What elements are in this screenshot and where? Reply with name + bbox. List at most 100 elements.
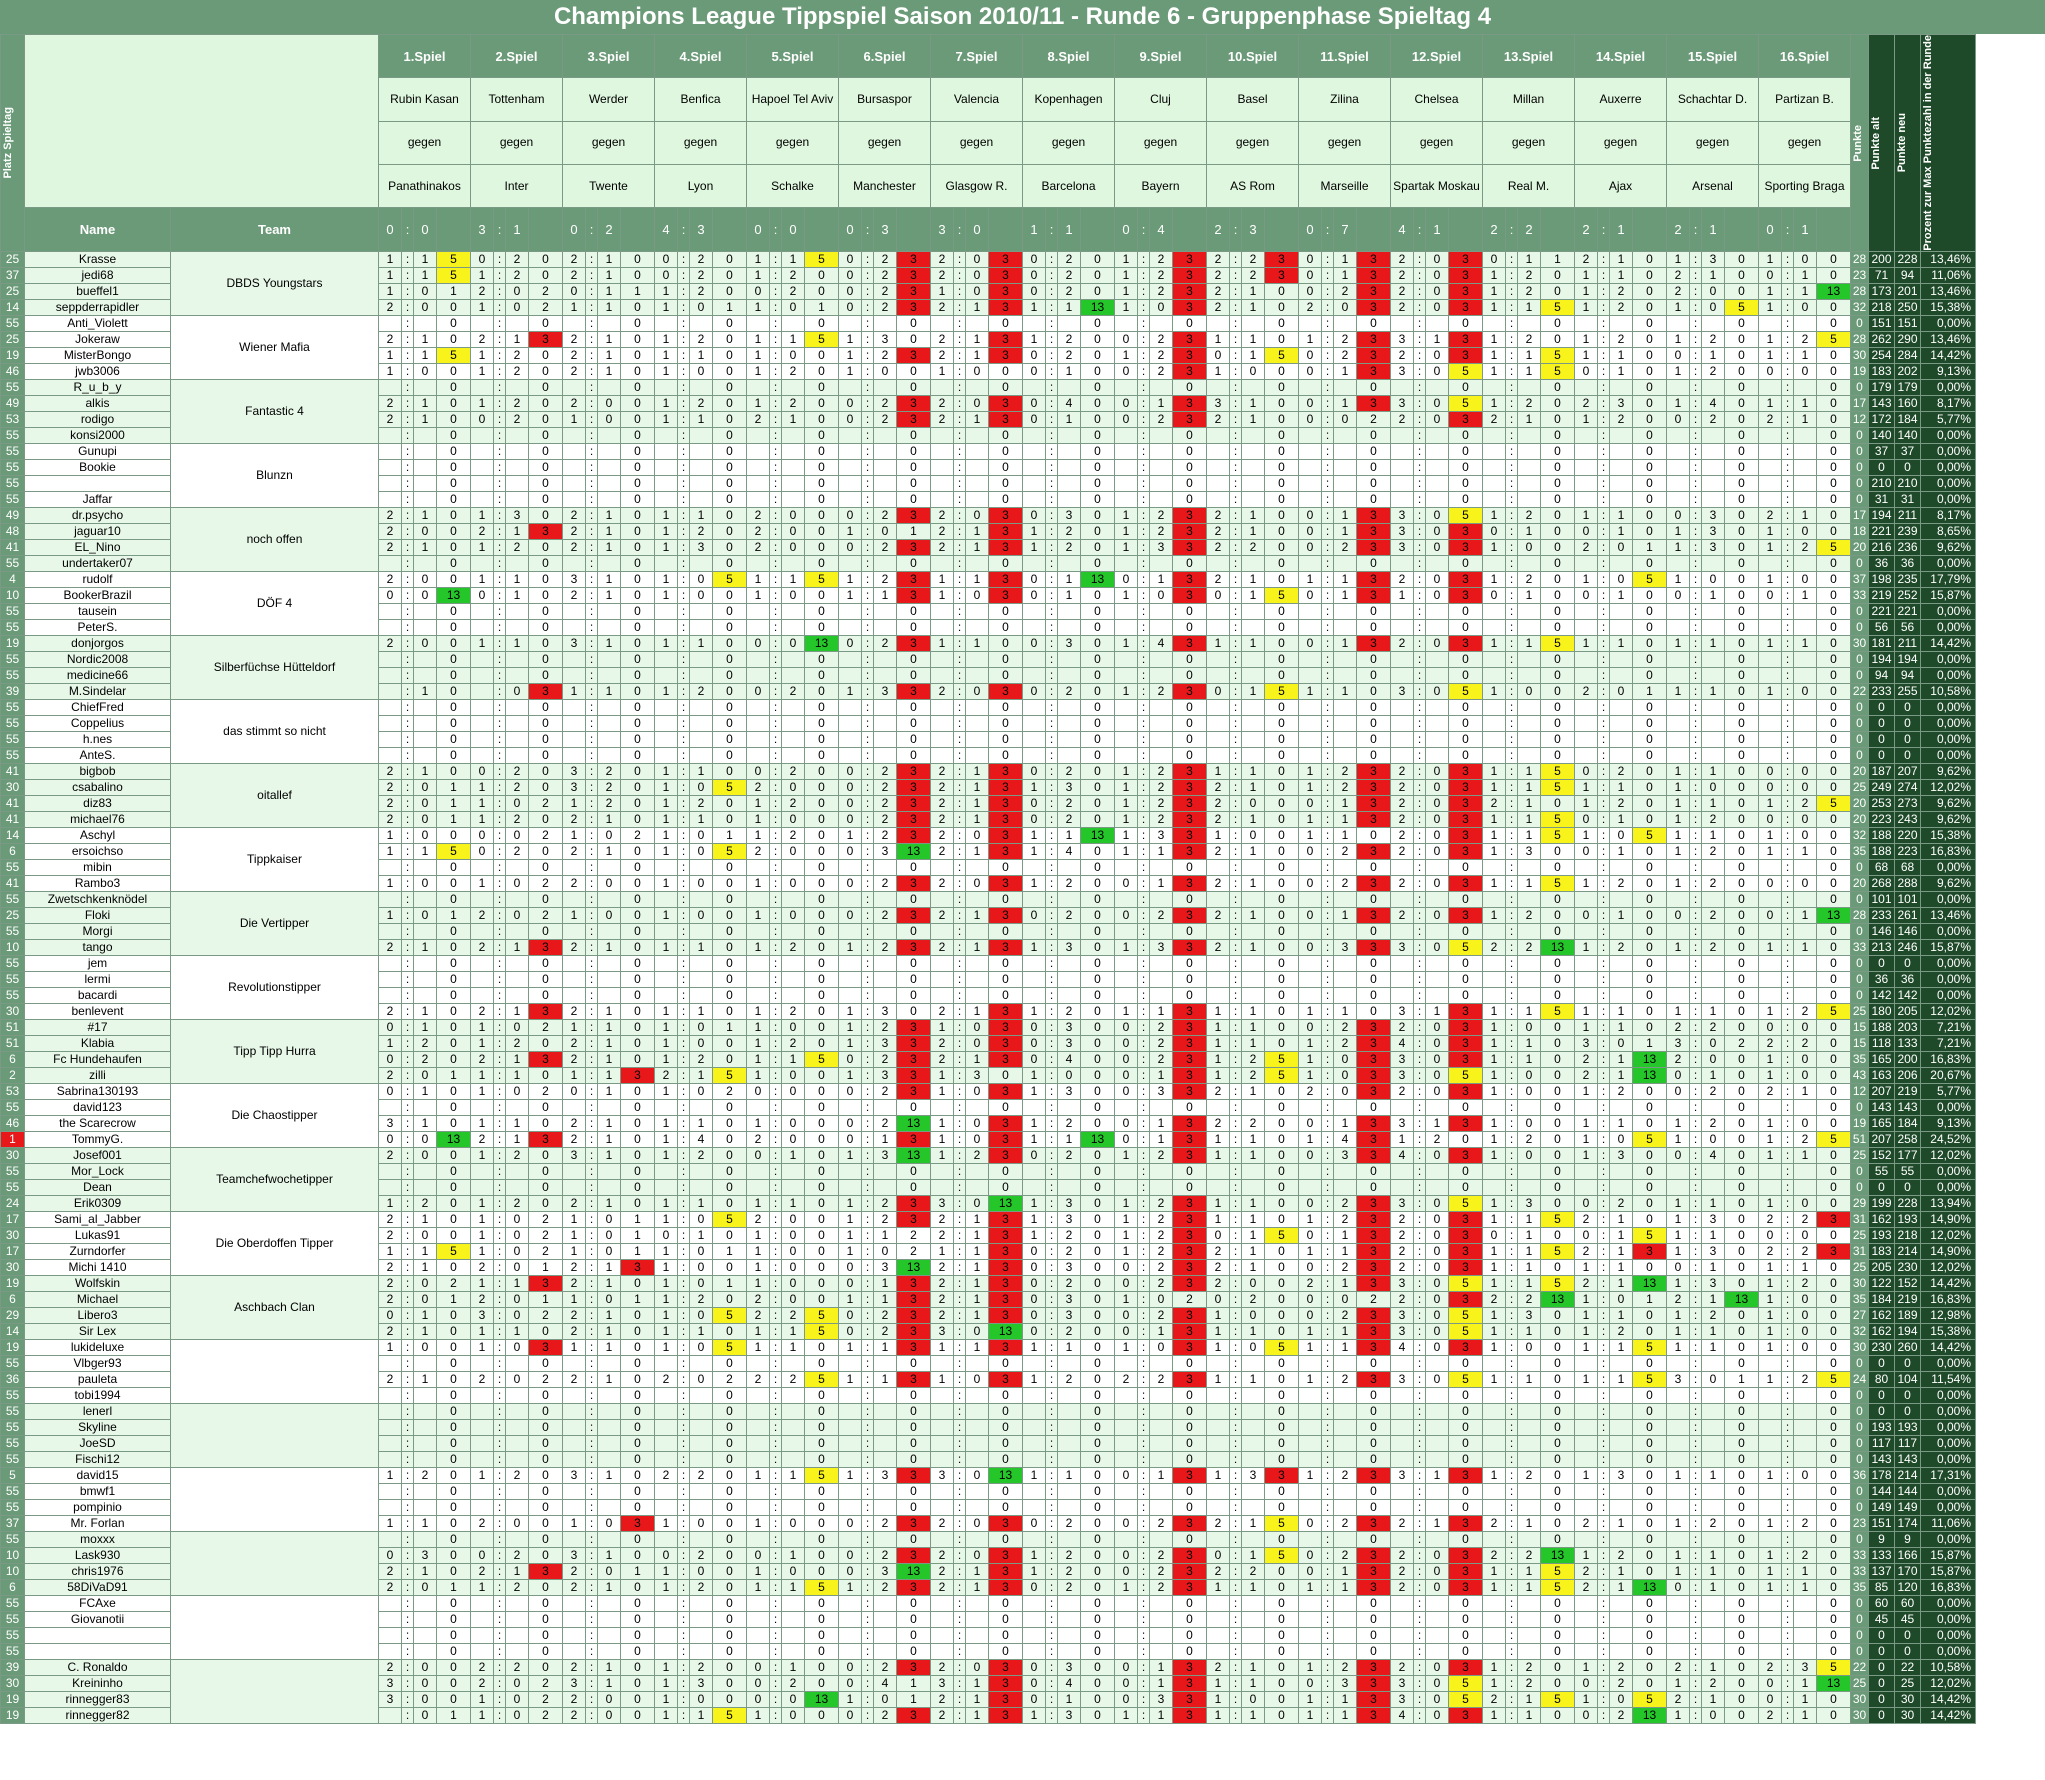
points-old-cell: 146: [1868, 922, 1895, 940]
tip-score: 0: [1425, 1226, 1449, 1244]
tip-score: 0: [689, 586, 713, 604]
tip-score: :: [953, 1226, 966, 1244]
tip-score: [654, 458, 678, 476]
tip-score: [1298, 986, 1322, 1004]
tip-points: 0: [1264, 330, 1299, 348]
tip-score: 2: [1241, 538, 1265, 556]
tip-score: 1: [1114, 810, 1138, 828]
tip-score: 0: [746, 1082, 770, 1100]
tip-score: 1: [1517, 346, 1541, 364]
tip-score: [746, 378, 770, 396]
tip-score: :: [769, 250, 782, 268]
tip-score: 1: [1482, 1114, 1506, 1132]
tip-score: [413, 890, 437, 908]
tip-score: 2: [1057, 1114, 1081, 1132]
tip-score: [930, 922, 954, 940]
tip-score: 2: [689, 330, 713, 348]
tip-points: 3: [1448, 298, 1483, 316]
tip-score: 1: [470, 266, 494, 284]
tip-score: 1: [1482, 1146, 1506, 1164]
table-row: 25 Jokeraw 2:1 0 2:1 3 2:1 0 1:2 0 1:1 5 1:3 0 2:1 3 1:2…: [0, 330, 1976, 348]
player-name: undertaker07: [24, 554, 171, 572]
tip-score: [873, 426, 897, 444]
tip-score: 1: [781, 330, 805, 348]
tip-points: 0: [1540, 858, 1575, 876]
tip-score: :: [1321, 1210, 1334, 1228]
tip-score: 1: [1482, 1322, 1506, 1340]
table-row: 14 Aschyl Tippkaiser 1:0 0 0:0 2 1:0 2 1:0 1 1:2 0 1:…: [0, 826, 1976, 892]
tip-score: 1: [1574, 1322, 1598, 1340]
game-result: 1: [1793, 207, 1817, 252]
tip-score: :: [769, 1258, 782, 1276]
points-old-cell: 55: [1868, 1162, 1895, 1180]
tip-score: [1057, 474, 1081, 492]
table-row: 6 ersoichso 1:1 5 0:2 0 2:1 0 1:0 5 2:0 0 0:3 13 2:1 3 1…: [0, 842, 1976, 860]
tip-score: :: [1413, 266, 1426, 284]
tip-score: [1149, 314, 1173, 332]
points-cell: 0: [1850, 314, 1869, 332]
tip-points: 0: [1264, 1178, 1299, 1196]
tip-score: 1: [1333, 362, 1357, 380]
tip-score: 0: [413, 1226, 437, 1244]
player-name: Mor_Lock: [24, 1162, 171, 1180]
player-name: h.nes: [24, 730, 171, 748]
tip-score: 1: [746, 250, 770, 268]
points-cell: 18: [1850, 522, 1869, 540]
tip-score: 1: [378, 842, 402, 860]
points-cell: 0: [1850, 1162, 1869, 1180]
game-home: Millan: [1482, 77, 1575, 122]
tip-points: 0: [1632, 858, 1667, 876]
tip-points: 0: [712, 1194, 747, 1212]
tip-points: 0: [1632, 426, 1667, 444]
tip-points: 0: [712, 730, 747, 748]
tip-points: 0: [1632, 778, 1667, 796]
tip-points: 0: [1632, 522, 1667, 540]
tip-points: 3: [1172, 1210, 1207, 1228]
points-cell: 25: [1850, 1226, 1869, 1244]
tip-score: :: [585, 394, 598, 412]
tip-score: [597, 858, 621, 876]
tip-points: 0: [1724, 1194, 1759, 1212]
tip-score: [1574, 1162, 1598, 1180]
tip-score: :: [1321, 458, 1334, 476]
tip-score: [930, 858, 954, 876]
tip-score: 0: [597, 410, 621, 428]
tip-points: 0: [1816, 1290, 1851, 1308]
tip-score: :: [1597, 842, 1610, 860]
tip-score: [1333, 954, 1357, 972]
tip-score: 0: [1793, 570, 1817, 588]
tip-points: 0: [1540, 1018, 1575, 1036]
tip-points: 0: [1448, 746, 1483, 764]
tip-score: [1701, 378, 1725, 396]
tip-score: :: [585, 682, 598, 700]
tip-score: :: [1229, 346, 1242, 364]
tip-score: [1298, 954, 1322, 972]
tip-score: [1149, 650, 1173, 668]
tip-score: 0: [746, 282, 770, 300]
tip-score: [1149, 970, 1173, 988]
tip-score: :: [1137, 650, 1150, 668]
tip-points: 2: [1172, 1290, 1207, 1308]
tip-score: [1149, 618, 1173, 636]
tip-score: [654, 858, 678, 876]
tip-score: [505, 890, 529, 908]
tip-score: :: [861, 1162, 874, 1180]
tip-score: 1: [746, 1258, 770, 1276]
tip-score: 2: [562, 1306, 586, 1324]
tip-score: [1333, 1098, 1357, 1116]
tip-score: :: [1321, 554, 1334, 572]
tip-score: :: [1137, 426, 1150, 444]
tip-points: 0: [896, 378, 931, 396]
tip-score: 2: [505, 762, 529, 780]
tip-score: 1: [1333, 1226, 1357, 1244]
player-name: Gunupi: [24, 442, 171, 460]
tip-points: 0: [620, 938, 655, 956]
tip-score: 2: [505, 810, 529, 828]
tip-score: :: [1689, 522, 1702, 540]
tip-points: 0: [1080, 538, 1115, 556]
table-row: 41 EL_Nino 2:1 0 1:2 0 2:1 0 1:3 0 2:0 0 0:2 3 2:1 3 1:2…: [0, 538, 1976, 556]
tip-score: :: [1045, 826, 1058, 844]
tip-score: [413, 986, 437, 1004]
tip-points: 0: [1540, 842, 1575, 860]
tip-score: :: [953, 250, 966, 268]
